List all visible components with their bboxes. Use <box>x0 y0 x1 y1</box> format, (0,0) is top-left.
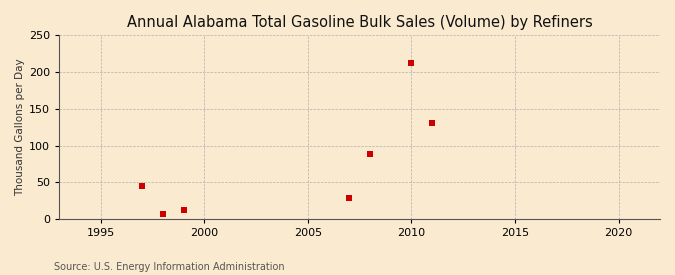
Title: Annual Alabama Total Gasoline Bulk Sales (Volume) by Refiners: Annual Alabama Total Gasoline Bulk Sales… <box>127 15 593 30</box>
Text: Source: U.S. Energy Information Administration: Source: U.S. Energy Information Administ… <box>54 262 285 272</box>
Y-axis label: Thousand Gallons per Day: Thousand Gallons per Day <box>15 58 25 196</box>
